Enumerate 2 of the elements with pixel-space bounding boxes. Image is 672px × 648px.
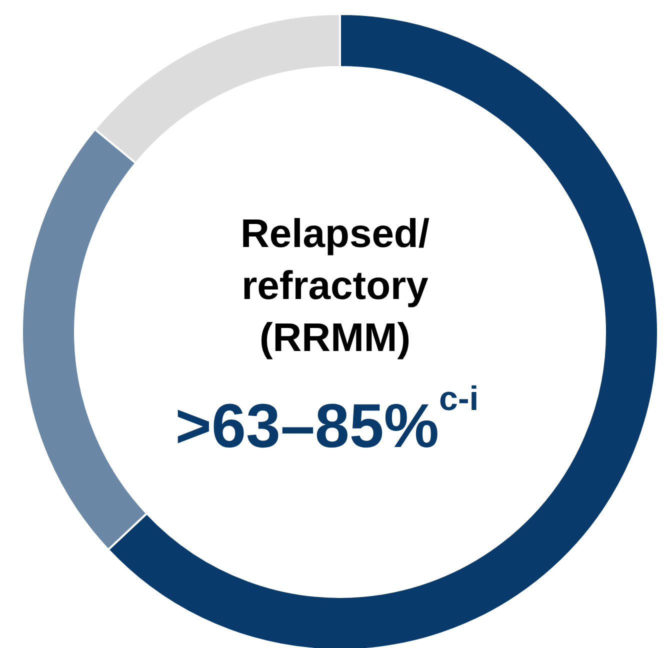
text: Relapsed/ refractory (RRMM) bbox=[240, 212, 430, 360]
text: >63–85%$^{c-i}$ bbox=[175, 380, 479, 461]
